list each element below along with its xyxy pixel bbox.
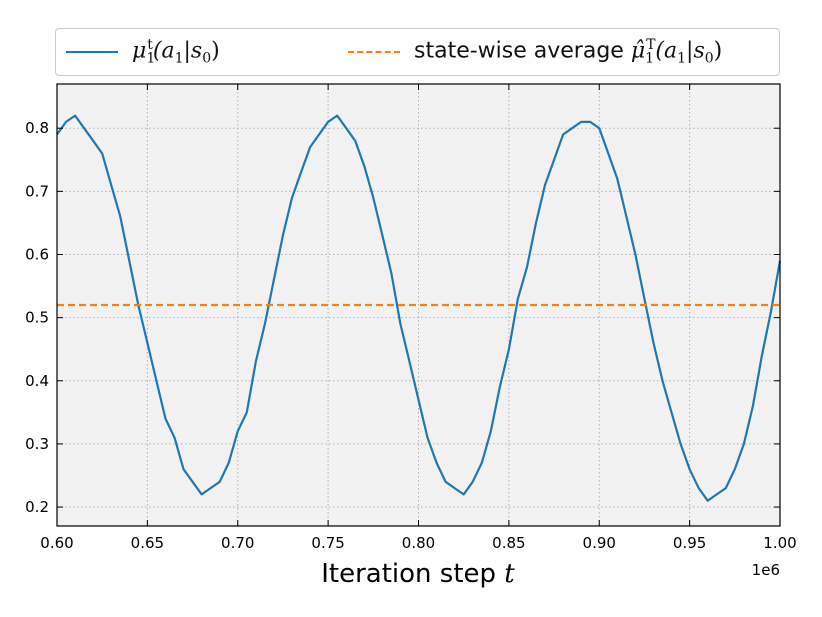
x-tick-label: 0.65 [131, 534, 164, 552]
x-tick-label: 0.75 [311, 534, 344, 552]
x-tick-label: 0.80 [402, 534, 435, 552]
x-tick-label: 0.85 [492, 534, 525, 552]
x-tick-label: 0.95 [673, 534, 706, 552]
x-tick-label: 0.60 [40, 534, 73, 552]
x-axis-title-text: Iteration step [321, 559, 496, 589]
legend-item-series1: μ1t(a1|s0) [66, 35, 220, 69]
x-tick-label: 1.00 [763, 534, 796, 552]
x-axis-offset-label: 1e6 [752, 561, 780, 579]
legend-item-series2: state-wise average μ̂1T(a1|s0) [348, 35, 722, 69]
legend-label-series1: μ1t(a1|s0) [132, 37, 220, 67]
x-axis-title-variable: t [504, 559, 515, 589]
y-tick-label: 0.8 [25, 119, 49, 137]
series-lines [56, 114, 782, 502]
legend-swatch-solid [66, 51, 118, 53]
y-tick-label: 0.5 [25, 309, 49, 327]
series-line-mu [56, 114, 782, 502]
y-tick-label: 0.6 [25, 245, 49, 263]
legend: μ1t(a1|s0) state-wise average μ̂1T(a1|s0… [55, 28, 780, 76]
axis-ticks: 0.60 0.65 0.70 0.75 0.80 0.85 0.90 0.95 1.00 0.2 0… [25, 84, 797, 552]
y-tick-label: 0.2 [25, 498, 49, 516]
legend-swatch-dashed [348, 51, 400, 53]
y-tick-label: 0.3 [25, 435, 49, 453]
y-tick-label: 0.4 [25, 372, 49, 390]
x-tick-label: 0.90 [583, 534, 616, 552]
x-axis-title: Iteration step t [321, 559, 515, 589]
x-tick-label: 0.70 [221, 534, 254, 552]
legend-label-series2: state-wise average μ̂1T(a1|s0) [414, 37, 723, 67]
y-tick-label: 0.7 [25, 182, 49, 200]
